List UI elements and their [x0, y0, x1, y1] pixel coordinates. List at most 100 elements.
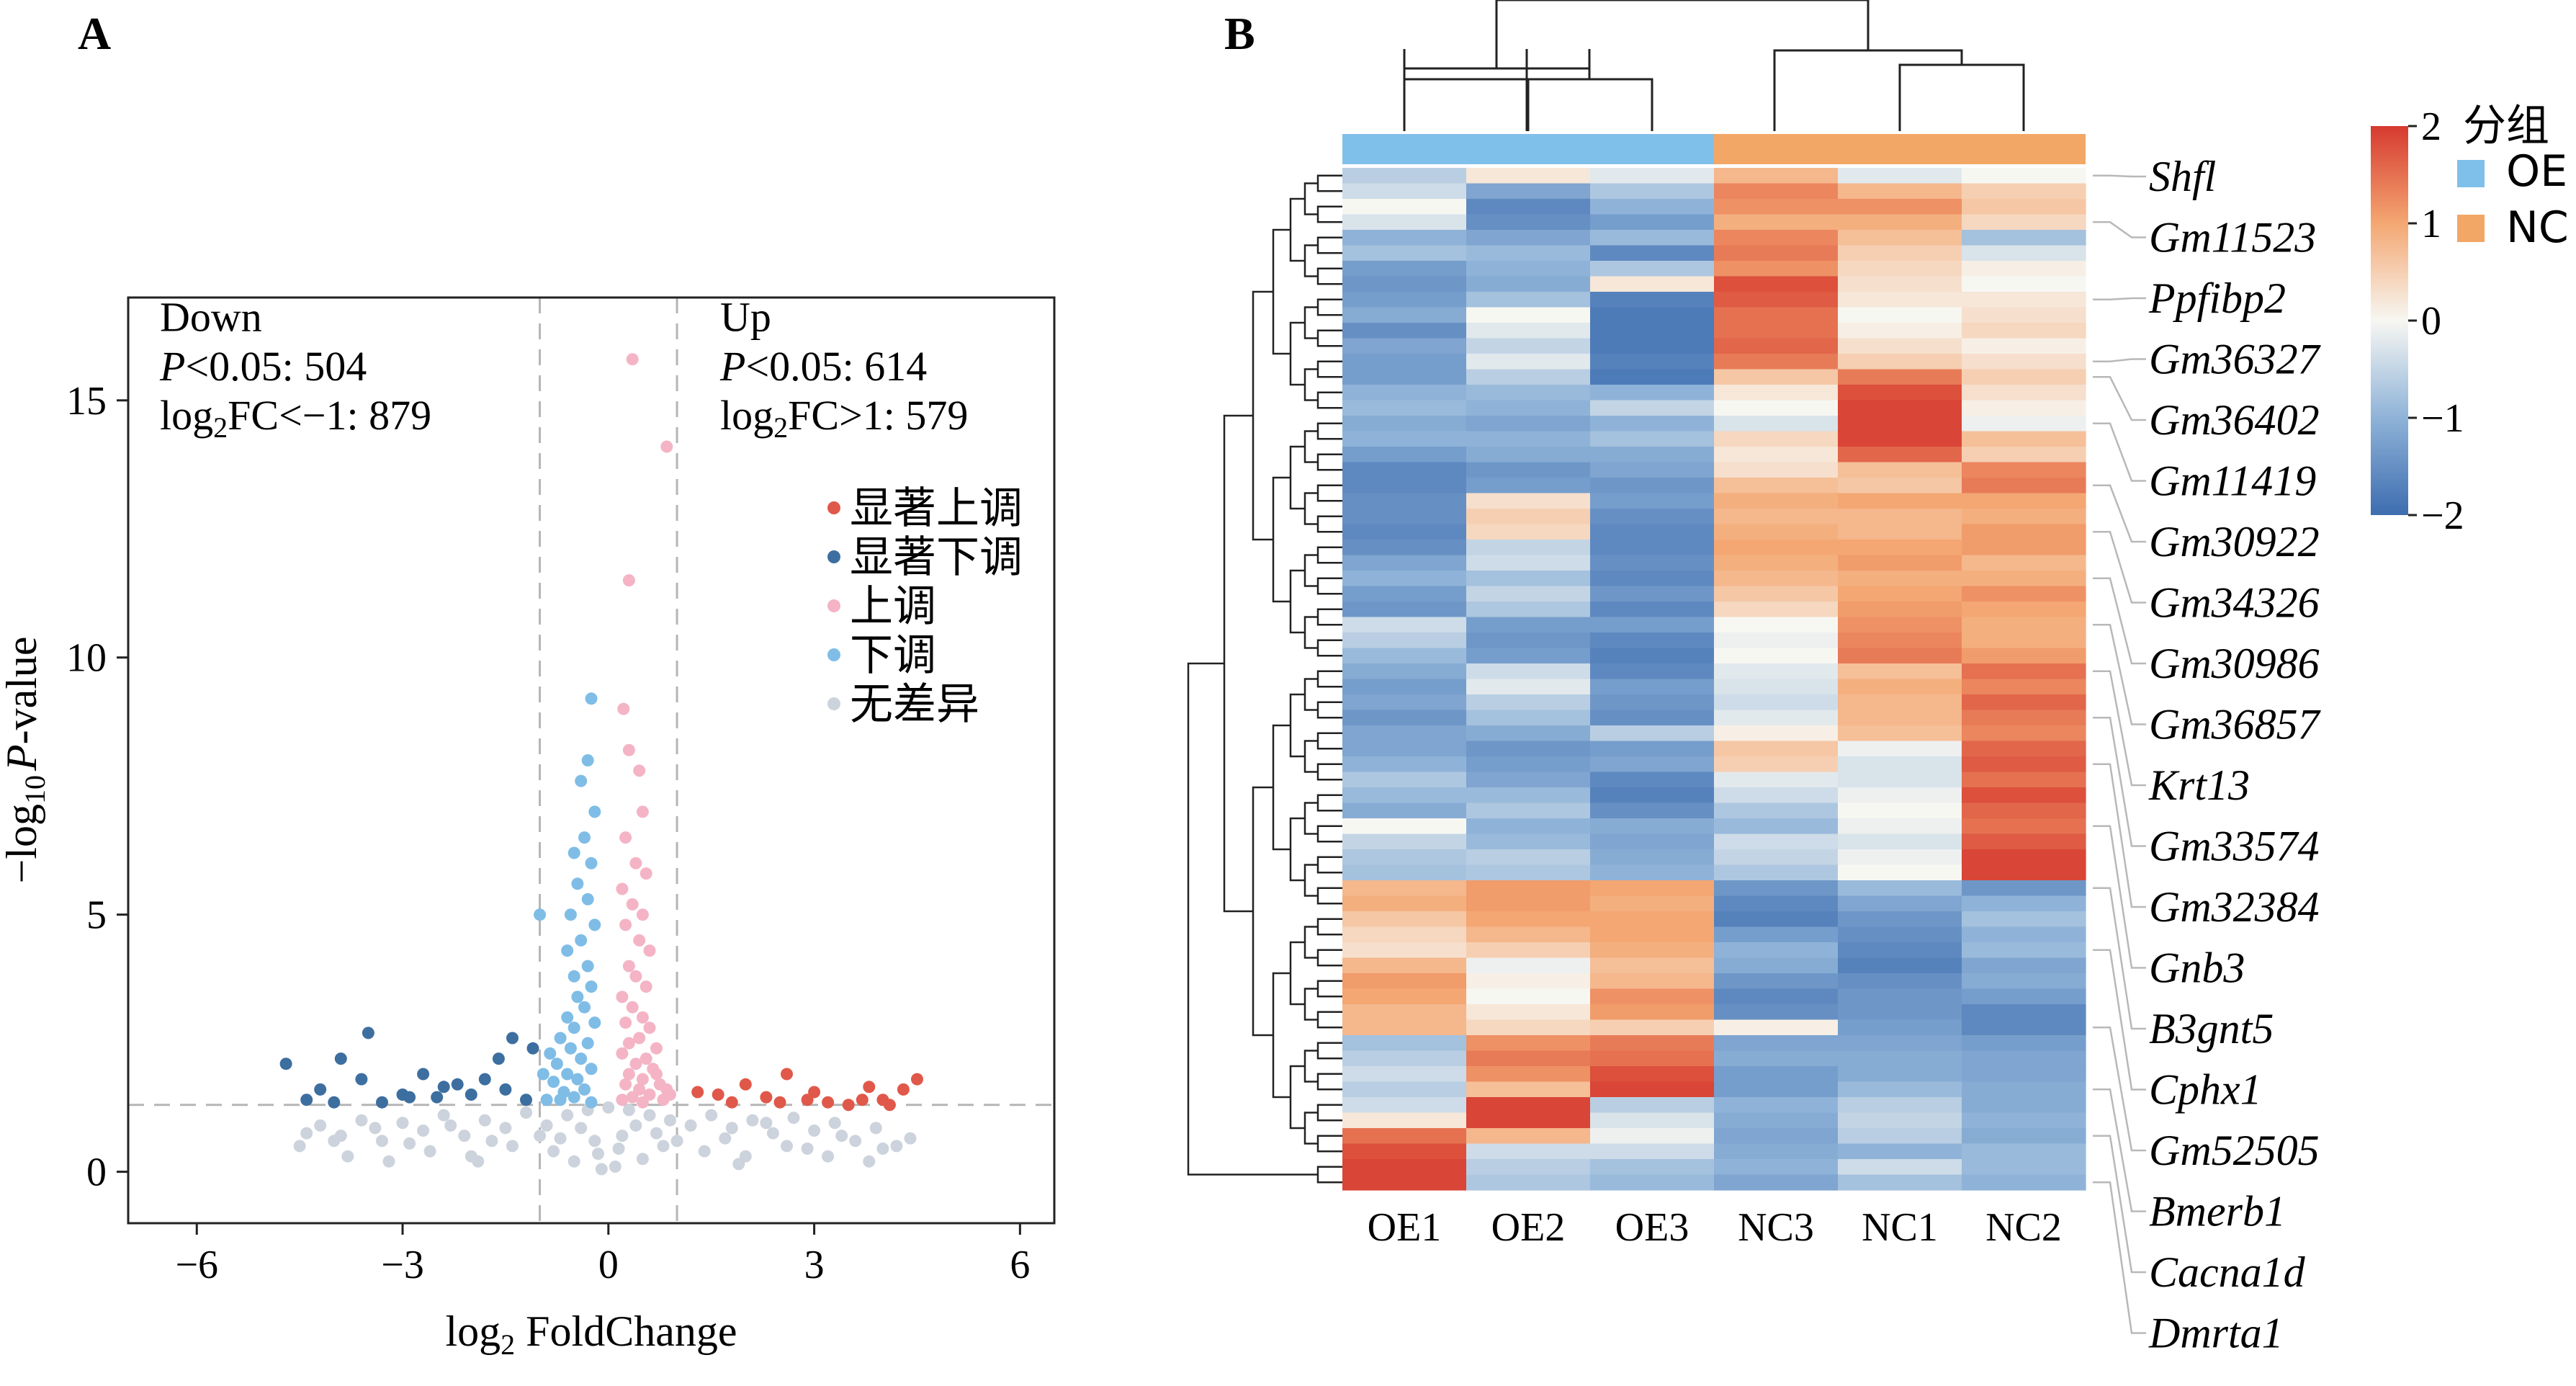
heat-cell-r4-c1	[1466, 230, 1591, 246]
down-annotation: Down P<0.05: 504 log2FC<−1: 879	[159, 294, 431, 444]
heat-cell-r61-c0	[1342, 1112, 1467, 1129]
heat-cell-r28-c1	[1466, 602, 1591, 618]
gene-connector-7	[2093, 531, 2146, 604]
heat-cell-r36-c0	[1342, 725, 1467, 742]
up-fc-count: log2FC>1: 579	[720, 392, 968, 444]
row-dendro-seg-44	[1303, 864, 1318, 897]
point-series-0-7	[842, 1099, 855, 1112]
point-series-2-19	[616, 991, 629, 1003]
heat-cell-r24-c3	[1714, 540, 1839, 556]
heat-cell-r5-c5	[1962, 245, 2086, 261]
heat-cell-r26-c1	[1466, 571, 1591, 587]
heat-cell-r37-c2	[1590, 741, 1715, 757]
row-dendro-seg-31	[1316, 1135, 1332, 1153]
point-series-3-7	[571, 877, 584, 890]
heat-cell-r60-c4	[1838, 1097, 1962, 1114]
row-dendro-seg-64	[1187, 662, 1318, 1176]
point-series-1-12	[314, 1083, 327, 1096]
heat-cell-r35-c0	[1342, 710, 1467, 726]
heat-cell-r38-c4	[1838, 756, 1962, 773]
legend-label-up: 上调	[850, 581, 936, 632]
point-series-4-49	[609, 1161, 621, 1173]
row-dendro-seg-58	[1272, 476, 1291, 603]
row-dendro-seg-63	[1223, 414, 1253, 913]
point-series-4-18	[664, 1114, 676, 1127]
point-series-2-0	[626, 353, 639, 366]
point-series-1-3	[465, 1088, 477, 1101]
gene-label-10: Krt13	[2148, 761, 2250, 809]
point-series-2-1	[660, 440, 673, 453]
row-dendro-seg-19	[1316, 763, 1332, 781]
point-series-3-38	[537, 1068, 549, 1081]
heat-cell-r4-c0	[1342, 230, 1467, 246]
heat-cell-r29-c2	[1590, 617, 1715, 633]
gene-connector-13	[2093, 825, 2146, 969]
y-axis-title: −log10P-value	[0, 636, 51, 883]
heat-cell-r44-c3	[1714, 849, 1839, 866]
x-axis-title: log2 FoldChange	[446, 1307, 737, 1361]
point-series-4-68	[300, 1127, 313, 1140]
heat-cell-r39-c1	[1466, 772, 1591, 788]
heat-cell-r2-c0	[1342, 199, 1467, 215]
heat-cell-r45-c0	[1342, 864, 1467, 881]
point-series-0-12	[725, 1096, 738, 1109]
volcano-legend: 显著上调 显著下调 上调 下调 无差异	[827, 483, 1023, 730]
heat-cell-r12-c2	[1590, 354, 1715, 370]
heat-cell-r5-c0	[1342, 245, 1467, 261]
heat-cell-r54-c0	[1342, 1004, 1467, 1021]
heat-cell-r56-c3	[1714, 1035, 1839, 1052]
row-dendro-seg-32	[1316, 1166, 1332, 1184]
point-series-0-11	[911, 1073, 923, 1086]
row-dendro-seg-6	[1316, 360, 1332, 378]
group-legend-nc-swatch	[2457, 215, 2485, 242]
heat-cell-r6-c4	[1838, 261, 1962, 277]
heat-cell-r8-c3	[1714, 292, 1839, 308]
point-series-2-22	[619, 1016, 632, 1029]
heat-cell-r22-c3	[1714, 509, 1839, 525]
row-dendro-seg-38	[1303, 492, 1318, 525]
point-series-2-31	[622, 1068, 635, 1081]
heat-cell-r30-c5	[1962, 632, 2086, 649]
legend-marker-ns	[827, 697, 840, 710]
heat-cell-r52-c2	[1590, 973, 1715, 990]
heat-cell-r3-c2	[1590, 214, 1715, 231]
heat-cell-r37-c1	[1466, 741, 1591, 757]
heat-cell-r60-c2	[1590, 1097, 1715, 1114]
heat-cell-r34-c2	[1590, 694, 1715, 711]
point-series-0-10	[897, 1083, 910, 1096]
heat-cell-r2-c3	[1714, 199, 1839, 215]
heat-cell-r3-c1	[1466, 214, 1591, 231]
heat-cell-r47-c2	[1590, 895, 1715, 912]
point-series-4-59	[650, 1127, 663, 1140]
heat-cell-r63-c3	[1714, 1143, 1839, 1160]
heat-cell-r17-c5	[1962, 431, 2086, 447]
heat-cell-r19-c1	[1466, 462, 1591, 478]
heat-cell-r33-c0	[1342, 679, 1467, 695]
point-series-4-48	[595, 1163, 608, 1176]
row-dendro-seg-17	[1316, 701, 1332, 719]
heat-cell-r6-c1	[1466, 261, 1591, 277]
gene-label-12: Gm32384	[2149, 883, 2320, 931]
heat-cell-r61-c1	[1466, 1112, 1591, 1129]
point-series-3-33	[540, 1094, 553, 1106]
heat-cell-r27-c2	[1590, 586, 1715, 602]
heat-cell-r35-c3	[1714, 710, 1839, 726]
heat-cell-r22-c0	[1342, 509, 1467, 525]
point-series-3-25	[550, 1058, 563, 1070]
x-tick-label-3: 3	[804, 1243, 825, 1287]
heat-cell-r55-c5	[1962, 1019, 2086, 1036]
heat-cell-r14-c4	[1838, 385, 1962, 401]
heat-cell-r12-c5	[1962, 354, 2086, 370]
heat-cell-r4-c4	[1838, 230, 1962, 246]
heat-cell-r36-c2	[1590, 725, 1715, 742]
heat-cell-r60-c3	[1714, 1097, 1839, 1114]
heat-cell-r32-c1	[1466, 663, 1591, 680]
point-series-1-5	[431, 1091, 444, 1104]
heat-cell-r22-c5	[1962, 509, 2086, 525]
heat-cell-r30-c1	[1466, 632, 1591, 649]
point-series-3-13	[581, 960, 594, 973]
point-series-2-40	[636, 1096, 649, 1109]
heat-cell-r33-c3	[1714, 679, 1839, 695]
y-tick-label-0: 0	[86, 1150, 107, 1195]
heat-cell-r9-c3	[1714, 307, 1839, 323]
